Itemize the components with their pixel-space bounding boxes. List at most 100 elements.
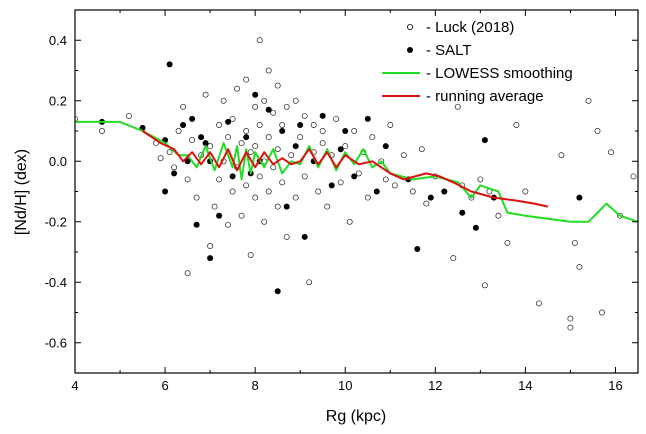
y-axis-title: [Nd/H] (dex) xyxy=(13,149,30,235)
point-luck-2018 xyxy=(301,173,308,180)
point-salt xyxy=(427,194,434,201)
point-luck-2018 xyxy=(274,146,281,153)
point-luck-2018 xyxy=(229,188,236,195)
point-luck-2018 xyxy=(301,112,308,119)
point-salt xyxy=(243,134,250,141)
point-luck-2018 xyxy=(283,233,290,240)
point-luck-2018 xyxy=(243,182,250,189)
point-salt xyxy=(319,112,326,119)
point-luck-2018 xyxy=(319,140,326,147)
point-luck-2018 xyxy=(247,252,254,258)
point-luck-2018 xyxy=(364,194,371,201)
point-salt xyxy=(162,188,169,195)
point-luck-2018 xyxy=(400,152,407,159)
point-luck-2018 xyxy=(184,270,191,277)
point-luck-2018 xyxy=(265,134,272,141)
point-luck-2018 xyxy=(189,137,196,144)
x-tick-label: 12 xyxy=(428,378,442,393)
point-luck-2018 xyxy=(207,143,214,150)
point-luck-2018 xyxy=(265,67,272,74)
point-luck-2018 xyxy=(229,115,236,122)
point-luck-2018 xyxy=(599,309,605,316)
point-salt xyxy=(337,146,344,153)
ticks-layer: 4 6 8 10 12 14 16 0.4 0.2 0.0 -0.2 -0.4 -0.6 xyxy=(45,9,638,393)
point-luck-2018 xyxy=(567,315,574,322)
point-luck-2018 xyxy=(576,264,583,271)
point-luck-2018 xyxy=(261,218,268,225)
point-luck-2018 xyxy=(256,122,263,128)
point-salt xyxy=(171,170,178,177)
point-luck-2018 xyxy=(225,221,232,228)
point-salt xyxy=(229,173,236,180)
point-luck-2018 xyxy=(220,97,227,104)
point-salt xyxy=(283,203,290,210)
point-salt xyxy=(265,106,272,113)
point-luck-2018 xyxy=(171,164,178,171)
point-salt xyxy=(198,134,205,141)
point-luck-2018 xyxy=(342,143,349,150)
point-luck-2018 xyxy=(292,97,299,104)
point-luck-2018 xyxy=(274,203,281,210)
point-luck-2018 xyxy=(256,37,263,44)
point-salt xyxy=(193,221,200,228)
point-salt xyxy=(576,194,583,201)
point-luck-2018 xyxy=(175,128,182,134)
point-luck-2018 xyxy=(477,176,484,183)
point-luck-2018 xyxy=(450,255,457,262)
point-luck-2018 xyxy=(594,128,601,134)
point-luck-2018 xyxy=(252,194,259,201)
point-luck-2018 xyxy=(202,91,209,98)
point-luck-2018 xyxy=(387,122,394,128)
point-salt xyxy=(328,182,335,189)
point-salt xyxy=(364,115,371,122)
point-luck-2018 xyxy=(252,143,259,150)
point-salt xyxy=(207,255,214,262)
point-luck-2018 xyxy=(608,149,614,156)
point-luck-2018 xyxy=(207,243,214,249)
point-salt xyxy=(274,288,281,295)
x-tick-label: 6 xyxy=(161,378,168,393)
point-luck-2018 xyxy=(522,188,529,195)
point-luck-2018 xyxy=(495,212,502,219)
point-luck-2018 xyxy=(481,282,488,289)
point-salt xyxy=(202,140,209,147)
point-luck-2018 xyxy=(261,97,268,104)
point-luck-2018 xyxy=(234,85,241,92)
y-tick-label: 0.2 xyxy=(49,93,67,108)
point-luck-2018 xyxy=(288,152,295,159)
series-line-running-average xyxy=(142,130,549,208)
point-salt xyxy=(351,173,358,180)
point-luck-2018 xyxy=(346,218,353,225)
point-luck-2018 xyxy=(211,203,218,210)
point-luck-2018 xyxy=(99,128,105,134)
y-tick-label: -0.6 xyxy=(45,335,67,350)
point-luck-2018 xyxy=(504,239,511,246)
point-luck-2018 xyxy=(306,279,313,286)
point-luck-2018 xyxy=(252,103,259,110)
point-luck-2018 xyxy=(369,134,376,141)
point-luck-2018 xyxy=(567,324,574,331)
legend-filled-circle-icon xyxy=(407,47,413,53)
point-luck-2018 xyxy=(279,122,286,128)
point-luck-2018 xyxy=(292,194,299,201)
x-tick-label: 10 xyxy=(338,378,352,393)
legend-item-lowess: - LOWESS smoothing xyxy=(426,65,573,82)
point-luck-2018 xyxy=(243,128,250,134)
point-luck-2018 xyxy=(571,239,578,246)
point-salt xyxy=(225,118,232,125)
point-salt xyxy=(382,143,389,150)
point-luck-2018 xyxy=(274,82,281,89)
point-salt xyxy=(297,122,304,128)
point-luck-2018 xyxy=(238,212,245,219)
legend-item-salt: - SALT xyxy=(426,42,472,59)
point-luck-2018 xyxy=(279,179,286,186)
point-luck-2018 xyxy=(319,128,326,134)
point-salt xyxy=(459,209,466,216)
point-salt xyxy=(189,115,196,122)
point-luck-2018 xyxy=(355,170,362,177)
point-luck-2018 xyxy=(513,122,520,128)
point-luck-2018 xyxy=(391,182,398,189)
x-tick-label: 4 xyxy=(71,378,78,393)
point-luck-2018 xyxy=(238,140,245,147)
